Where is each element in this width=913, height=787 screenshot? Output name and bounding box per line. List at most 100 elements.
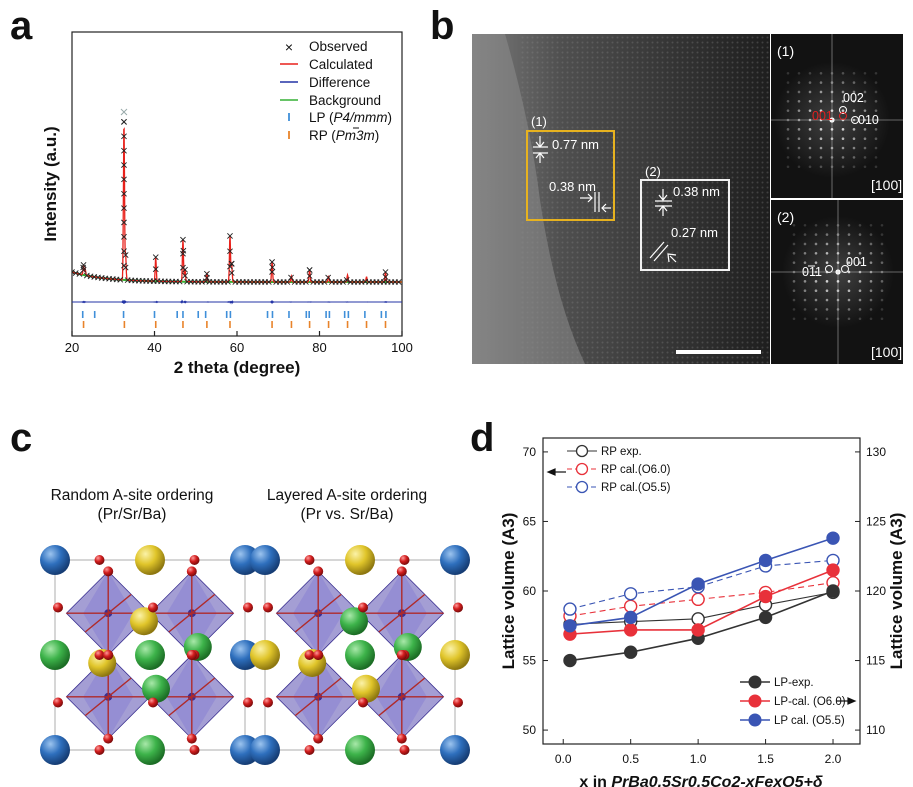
spacing-markers: [533, 136, 677, 263]
octahedron: [65, 654, 151, 740]
panel-d-xtick-label: 2.0: [825, 752, 842, 766]
fft-spot: [803, 233, 807, 236]
series-point: [826, 531, 840, 545]
series-point: [826, 563, 840, 577]
oxygen-atom: [53, 602, 63, 613]
pr-atom: [440, 735, 470, 765]
series-point: [563, 653, 577, 668]
observed-points: [72, 108, 402, 285]
fft-spot: [808, 165, 812, 169]
observed-point: [262, 279, 268, 285]
observed-point: [239, 279, 246, 285]
fft-spot: [869, 270, 873, 274]
bond: [168, 696, 193, 717]
fft-spot: [858, 317, 862, 321]
fft-spot: [803, 223, 807, 227]
bond: [107, 593, 132, 614]
bond: [107, 677, 132, 698]
series-5: [563, 531, 840, 633]
legend-observed: Observed: [309, 39, 368, 54]
octahedron-face: [83, 655, 134, 739]
fft-spot: [814, 289, 818, 293]
fft-spot: [797, 165, 801, 169]
panel-d-legend-arrows: [546, 468, 857, 705]
fft-2-label: (2): [777, 209, 794, 225]
fft-spot: [830, 128, 834, 131]
observed-point: [199, 278, 205, 285]
pr-atom: [230, 640, 260, 670]
bond: [84, 696, 109, 717]
fft-spot: [830, 100, 834, 103]
observed-point: [80, 262, 87, 268]
legend-label: LP cal. (O5.5): [774, 715, 845, 727]
panel-a-ylabel: Intensity (a.u.): [41, 126, 60, 241]
panel-d-frame: [542, 437, 861, 745]
fft-spot: [786, 71, 790, 75]
legend-difference: Difference: [309, 75, 370, 90]
fft-spot: [858, 289, 862, 293]
rp-reflection-ticks: [82, 321, 387, 328]
fft-spot: [825, 242, 829, 246]
panel-a-xtick-label: 40: [147, 340, 161, 355]
observed-point: [221, 278, 228, 285]
fft-spot: [880, 270, 884, 274]
panel-d-y2tick-label: 130: [866, 445, 886, 459]
fft-spot: [836, 298, 840, 302]
fft-spot: [803, 289, 807, 293]
series-4: [563, 563, 840, 641]
panel-d-ytick-label: 70: [523, 445, 537, 459]
pr-atom: [40, 735, 70, 765]
fft-spot: [819, 109, 823, 112]
observed-point: [332, 279, 339, 285]
octahedron-face: [293, 655, 344, 739]
fft-2-spot-011: 011: [802, 265, 822, 279]
observed-point: [176, 278, 183, 285]
fft-spot: [847, 270, 851, 274]
oxygen-atom: [396, 650, 407, 660]
observed-point: [382, 269, 389, 275]
legend-calculated: Calculated: [309, 57, 373, 72]
fft-spot: [847, 252, 851, 255]
series-point: [691, 577, 705, 591]
series-2: [563, 553, 840, 616]
observed-point: [284, 279, 291, 285]
fft-spot: [830, 137, 834, 140]
panel-a-xtick-label: 100: [391, 340, 413, 355]
series-line: [569, 569, 834, 635]
oxygen-atom: [304, 745, 315, 755]
fft-spot: [836, 252, 840, 255]
fft-spot: [863, 118, 867, 122]
observed-point: [95, 274, 101, 281]
fft-spot: [819, 90, 823, 94]
b-site-cation: [314, 692, 323, 701]
observed-point: [121, 133, 127, 140]
legend-label: RP exp.: [601, 446, 642, 458]
legend-marker: [748, 694, 762, 708]
series-point: [563, 627, 577, 641]
series-point: [826, 584, 840, 598]
series-point: [758, 559, 773, 573]
background-curve: [72, 271, 402, 283]
fft-spot: [808, 128, 812, 131]
observed-point: [195, 278, 202, 285]
calculated-curve: [72, 127, 402, 283]
fft-spot: [880, 223, 884, 227]
b-site-cation: [397, 609, 406, 618]
oxygen-atom: [399, 555, 410, 565]
series-point: [623, 645, 638, 659]
observed-point: [182, 272, 188, 279]
bond: [317, 593, 342, 614]
panel-d-ylabel: Lattice volume (A3): [499, 513, 518, 670]
unit-cell-edge: [264, 559, 456, 751]
pr-atom: [250, 735, 280, 765]
observed-point: [128, 277, 135, 284]
fft-spot: [852, 118, 856, 122]
oxygen-atom: [263, 602, 273, 613]
fft-spot: [830, 156, 834, 159]
panel-a-x-ticks: 20 40 60 80 100: [65, 331, 413, 355]
panel-c-right-title: Layered A-site ordering: [266, 487, 428, 504]
structure-layered-ordering: [250, 545, 470, 765]
fft-spot: [814, 252, 818, 255]
fft-spot: [819, 156, 823, 159]
observed-point: [306, 267, 313, 273]
